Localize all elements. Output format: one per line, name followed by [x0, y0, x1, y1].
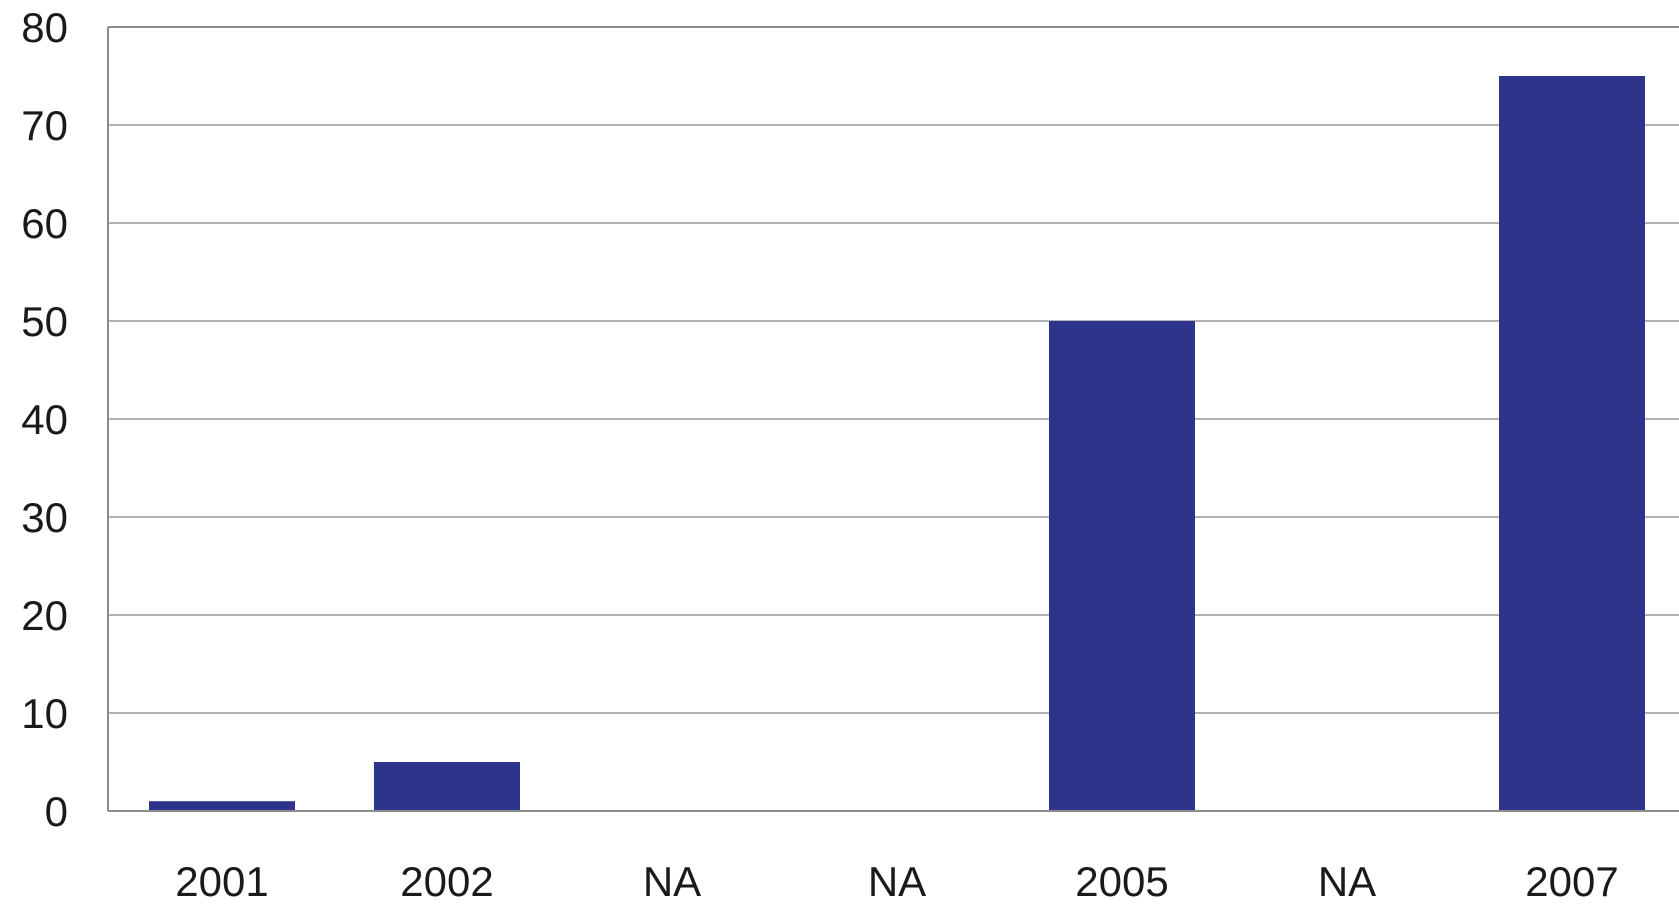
bar-2001-0 [149, 801, 295, 811]
x-tick-label-0: 2001 [175, 858, 268, 905]
x-tick-label-1: 2002 [400, 858, 493, 905]
y-tick-label-40: 40 [21, 396, 68, 443]
y-tick-label-20: 20 [21, 592, 68, 639]
y-tick-label-70: 70 [21, 102, 68, 149]
y-tick-label-30: 30 [21, 494, 68, 541]
y-tick-label-80: 80 [21, 4, 68, 51]
y-tick-label-10: 10 [21, 690, 68, 737]
bar-2005-4 [1049, 321, 1195, 811]
y-tick-label-0: 0 [45, 788, 68, 835]
bar-2007-6 [1499, 76, 1645, 811]
bar-2002-1 [374, 762, 520, 811]
y-tick-label-60: 60 [21, 200, 68, 247]
gridlines [108, 26, 1679, 714]
x-tick-label-3: NA [868, 858, 926, 905]
x-tick-label-2: NA [643, 858, 701, 905]
x-tick-label-6: 2007 [1525, 858, 1618, 905]
bars [149, 76, 1645, 811]
axes [107, 26, 1679, 812]
x-tick-label-4: 2005 [1075, 858, 1168, 905]
y-tick-label-50: 50 [21, 298, 68, 345]
y-tick-labels: 0 10 20 30 40 50 60 70 80 [21, 4, 68, 835]
x-tick-labels: 2001 2002 NA NA 2005 NA 2007 [175, 858, 1618, 905]
x-tick-label-5: NA [1318, 858, 1376, 905]
